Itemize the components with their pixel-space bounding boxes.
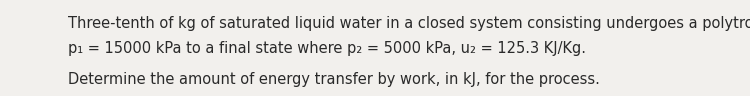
Text: Three-tenth of kg of saturated liquid water in a closed system consisting underg: Three-tenth of kg of saturated liquid wa…: [68, 16, 750, 31]
Text: p₁ = 15000 kPa to a final state where p₂ = 5000 kPa, u₂ = 125.3 KJ/Kg.: p₁ = 15000 kPa to a final state where p₂…: [68, 41, 586, 55]
Text: Determine the amount of energy transfer by work, in kJ, for the process.: Determine the amount of energy transfer …: [68, 72, 599, 87]
